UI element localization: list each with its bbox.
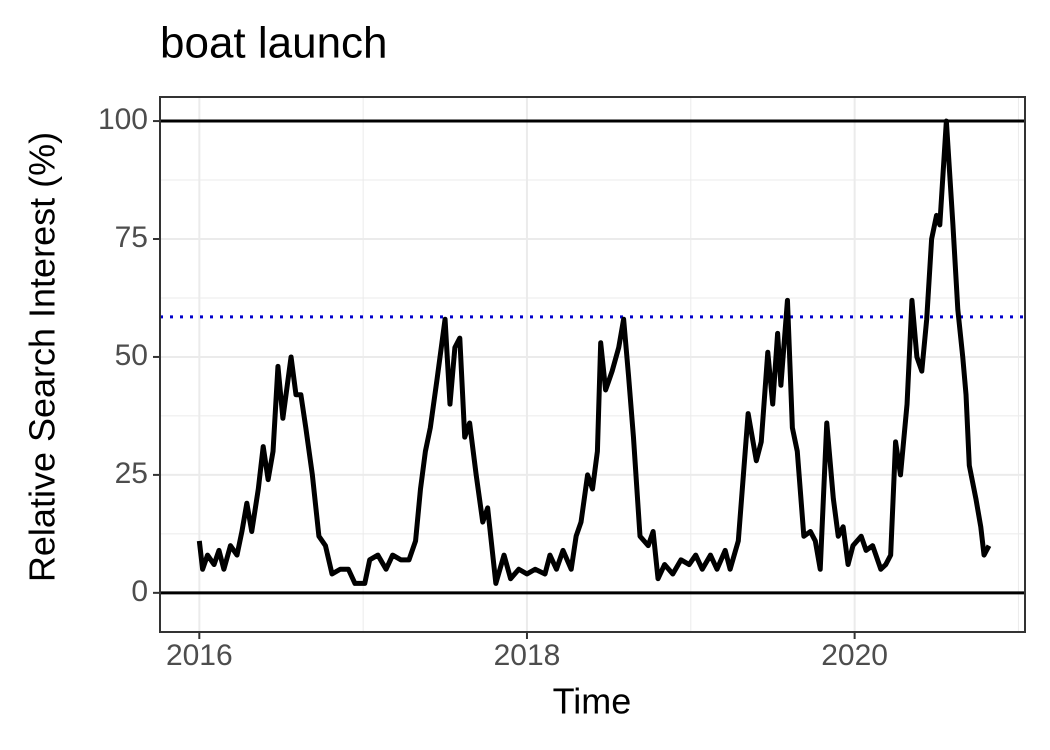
chart-title: boat launch — [160, 19, 388, 68]
y-tick-label: 100 — [98, 103, 148, 136]
panel-border — [159, 96, 1026, 633]
y-tick-label: 0 — [131, 575, 148, 608]
x-tick-label: 2020 — [821, 639, 888, 672]
x-tick-label: 2016 — [166, 639, 233, 672]
y-tick-label: 50 — [115, 339, 148, 372]
x-axis-label: Time — [553, 681, 632, 722]
y-tick-label: 25 — [115, 457, 148, 490]
x-tick-label: 2018 — [494, 639, 561, 672]
y-tick-label: 75 — [115, 221, 148, 254]
y-axis-label: Relative Search Interest (%) — [22, 132, 63, 582]
data-line — [196, 118, 992, 586]
